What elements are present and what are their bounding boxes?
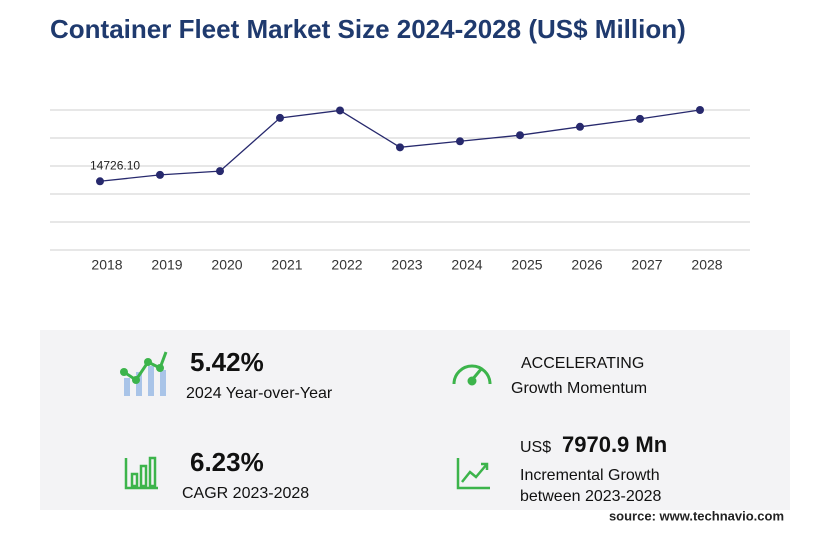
x-tick-label: 2019 xyxy=(151,257,182,273)
x-tick-label: 2028 xyxy=(691,257,722,273)
x-tick-label: 2027 xyxy=(631,257,662,273)
point xyxy=(456,137,464,146)
incremental-value: 7970.9 Mn xyxy=(562,432,667,457)
incremental-unit: US$ xyxy=(520,439,551,456)
momentum-label: Growth Momentum xyxy=(511,380,647,397)
x-tick-label: 2025 xyxy=(511,257,542,273)
highlights-panel xyxy=(40,330,790,510)
cagr-value: 6.23% xyxy=(190,447,264,477)
incremental-label: Incremental Growth xyxy=(520,467,660,484)
point xyxy=(696,106,704,114)
point xyxy=(96,177,104,186)
chart-title: Container Fleet Market Size 2024-2028 (U… xyxy=(50,14,686,44)
source: source: www.technavio.com xyxy=(609,508,784,523)
x-tick-label: 2018 xyxy=(91,257,122,273)
point xyxy=(576,122,584,131)
point xyxy=(396,143,404,152)
point xyxy=(156,170,164,179)
x-tick-label: 2026 xyxy=(571,257,602,273)
x-tick-label: 2022 xyxy=(331,257,362,273)
x-tick-label: 2024 xyxy=(451,257,482,273)
point xyxy=(216,167,224,176)
yoy-icon xyxy=(120,351,168,396)
x-tick-label: 2020 xyxy=(211,257,242,273)
data-label: 14726.10 xyxy=(90,158,140,172)
momentum-icon xyxy=(452,364,492,386)
point xyxy=(636,114,644,123)
cagr-label: CAGR 2023-2028 xyxy=(182,485,309,502)
point xyxy=(516,131,524,140)
point xyxy=(276,113,284,122)
incremental-icon xyxy=(456,458,490,490)
incremental-label-2: between 2023-2028 xyxy=(520,488,662,505)
yoy-value: 5.42% xyxy=(190,347,264,377)
x-tick-label: 2023 xyxy=(391,257,422,273)
yoy-label: 2024 Year-over-Year xyxy=(186,385,333,402)
momentum-value: ACCELERATING xyxy=(521,355,644,372)
x-tick-label: 2021 xyxy=(271,257,302,273)
cagr-icon xyxy=(124,456,158,490)
point xyxy=(336,106,344,115)
